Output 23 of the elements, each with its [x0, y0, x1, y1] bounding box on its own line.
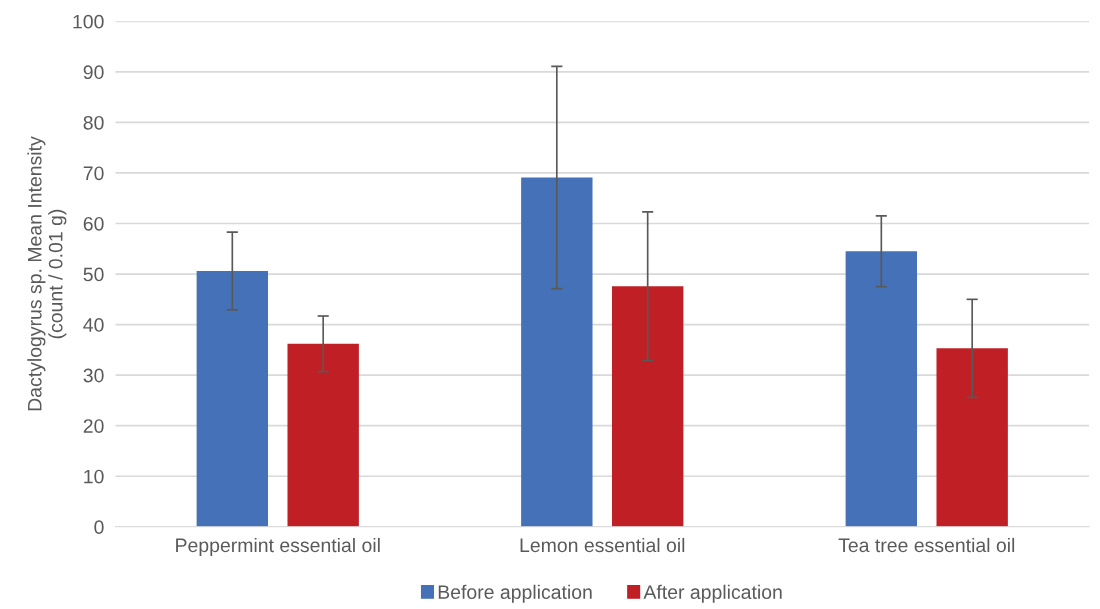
- y-tick-label: 20: [83, 419, 104, 433]
- y-tick-label: 0: [94, 520, 104, 535]
- bar: [287, 343, 359, 527]
- y-axis-title: Dactylogyrus sp. Mean Intensity (count / 0.01 g): [27, 136, 67, 411]
- x-tick-label: Tea tree essential oil: [838, 537, 1015, 553]
- legend-label: After application: [643, 584, 782, 603]
- legend-label: Before application: [438, 584, 592, 603]
- y-tick-label: 90: [83, 65, 104, 80]
- y-tick-label: 100: [73, 14, 104, 29]
- y-tick-label: 10: [84, 469, 104, 484]
- x-tick-label: Lemon essential oil: [520, 537, 685, 553]
- bar: [521, 177, 593, 527]
- y-tick-label: 50: [83, 267, 104, 282]
- bar: [845, 251, 918, 527]
- x-tick-label: Peppermint essential oil: [176, 537, 380, 557]
- y-tick-label: 40: [83, 318, 104, 332]
- y-tick-label: 60: [83, 216, 104, 231]
- bar: [936, 348, 1008, 527]
- y-tick-label: 30: [83, 368, 104, 383]
- bar: [196, 271, 269, 527]
- bar: [611, 286, 684, 527]
- y-tick-label: 70: [83, 166, 104, 181]
- y-tick-label: 80: [83, 115, 104, 130]
